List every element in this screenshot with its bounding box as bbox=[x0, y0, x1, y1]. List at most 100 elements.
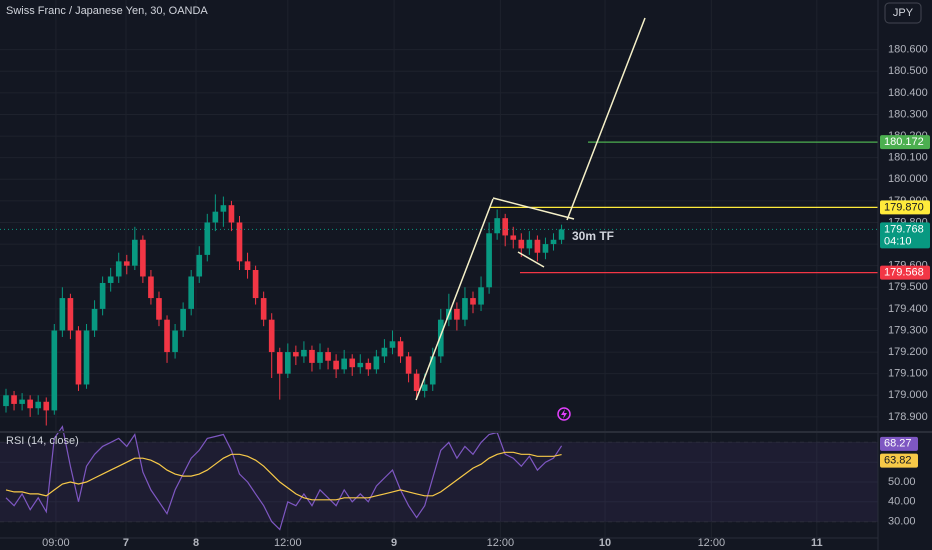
rsi-line bbox=[5, 425, 563, 531]
candle-body bbox=[454, 308, 460, 320]
x-tick-label: 8 bbox=[193, 537, 199, 549]
level-tag bbox=[880, 265, 930, 280]
candle-body bbox=[107, 276, 114, 283]
candle-body bbox=[542, 244, 549, 253]
candle-body bbox=[188, 276, 195, 309]
rsi-title: RSI (14, close) bbox=[6, 435, 79, 447]
currency-label: JPY bbox=[893, 7, 914, 19]
event-icon[interactable] bbox=[557, 407, 571, 421]
chart-title: Swiss Franc / Japanese Yen, 30, OANDA bbox=[6, 5, 208, 17]
y-tick-label: 179.500 bbox=[888, 281, 928, 293]
level-tag bbox=[880, 200, 930, 215]
candle-body bbox=[325, 352, 331, 361]
flag-upper bbox=[492, 197, 575, 220]
annotation: 30m TF bbox=[572, 229, 614, 243]
candle-body bbox=[341, 358, 347, 370]
candle-body bbox=[27, 399, 33, 409]
candle-body bbox=[180, 308, 186, 331]
candle-body bbox=[123, 261, 130, 266]
candle-body bbox=[148, 276, 154, 299]
y-tick-label: 180.300 bbox=[888, 108, 928, 120]
candle-body bbox=[83, 330, 90, 385]
trend-line bbox=[415, 198, 494, 401]
y-tick-label: 180.100 bbox=[888, 152, 928, 164]
candle-body bbox=[140, 239, 146, 277]
candle-body bbox=[228, 205, 235, 223]
rsi-value-label: 63.82 bbox=[884, 455, 912, 467]
candle-body bbox=[75, 330, 82, 385]
candle-body bbox=[220, 205, 227, 212]
y-tick-label: 179.300 bbox=[888, 324, 928, 336]
candle-body bbox=[333, 360, 339, 370]
candle-body bbox=[357, 362, 364, 368]
candle-body bbox=[470, 298, 476, 305]
candle-body bbox=[526, 239, 533, 249]
rsi-value-tag bbox=[880, 436, 918, 451]
candle-body bbox=[373, 356, 380, 370]
candle-body bbox=[405, 356, 412, 374]
rsi-value-tag bbox=[880, 453, 918, 468]
drawings bbox=[415, 17, 646, 421]
candle-body bbox=[421, 384, 428, 391]
candle-body bbox=[558, 229, 565, 240]
candle-body bbox=[397, 341, 404, 357]
candle-body bbox=[59, 298, 66, 331]
candle-body bbox=[196, 254, 203, 277]
rsi-line bbox=[5, 451, 562, 501]
candle-body bbox=[413, 373, 420, 391]
candle-body bbox=[172, 330, 178, 353]
breakout-line bbox=[566, 17, 646, 221]
candle-body bbox=[309, 349, 315, 363]
candle-body bbox=[462, 298, 468, 320]
candle-body bbox=[550, 239, 557, 245]
countdown-label: 04:10 bbox=[884, 235, 912, 247]
y-tick-label: 180.000 bbox=[888, 173, 928, 185]
rsi-tick-label: 30.00 bbox=[888, 515, 916, 527]
candle-body bbox=[381, 347, 388, 357]
y-tick-label: 179.100 bbox=[888, 368, 928, 380]
candle-body bbox=[115, 261, 122, 277]
y-tick-label: 179.400 bbox=[888, 303, 928, 315]
level-label: 179.568 bbox=[884, 266, 924, 278]
x-tick-label: 12:00 bbox=[274, 537, 302, 549]
level-label: 180.172 bbox=[884, 136, 924, 148]
candle-body bbox=[156, 298, 162, 320]
candle-body bbox=[236, 222, 243, 262]
x-tick-label: 11 bbox=[811, 537, 823, 549]
last-price-tag bbox=[880, 222, 930, 249]
candle-body bbox=[212, 211, 219, 223]
candle-body bbox=[293, 352, 299, 357]
candle-body bbox=[349, 358, 356, 368]
y-tick-label: 179.000 bbox=[888, 389, 928, 401]
y-tick-label: 178.900 bbox=[888, 411, 928, 423]
candle-body bbox=[494, 218, 500, 234]
rsi-band bbox=[0, 442, 878, 522]
candle-body bbox=[3, 395, 9, 407]
candle-body bbox=[389, 341, 396, 348]
x-tick-label: 09:00 bbox=[42, 537, 70, 549]
candle-body bbox=[164, 319, 170, 353]
candle-body bbox=[268, 319, 275, 353]
candle-body bbox=[67, 298, 74, 331]
candle-body bbox=[365, 362, 372, 370]
candle-body bbox=[260, 298, 267, 320]
candle-body bbox=[486, 233, 492, 288]
candle-body bbox=[437, 319, 444, 357]
candle-body bbox=[252, 270, 259, 299]
x-tick-label: 12:00 bbox=[487, 537, 515, 549]
currency-button[interactable] bbox=[884, 2, 922, 24]
candle-body bbox=[19, 399, 25, 404]
candle-body bbox=[132, 239, 138, 266]
flag-lower bbox=[517, 251, 545, 268]
rsi-tick-label: 50.00 bbox=[888, 476, 916, 488]
candle-body bbox=[518, 239, 525, 249]
y-tick-label: 180.500 bbox=[888, 65, 928, 77]
y-tick-label: 179.200 bbox=[888, 346, 928, 358]
candle-body bbox=[11, 395, 17, 404]
candle-body bbox=[244, 261, 251, 270]
y-tick-label: 180.400 bbox=[888, 87, 928, 99]
y-tick-label: 180.600 bbox=[888, 44, 928, 56]
candle-body bbox=[301, 349, 307, 357]
x-tick-label: 12:00 bbox=[698, 537, 726, 549]
candle-body bbox=[284, 352, 291, 374]
